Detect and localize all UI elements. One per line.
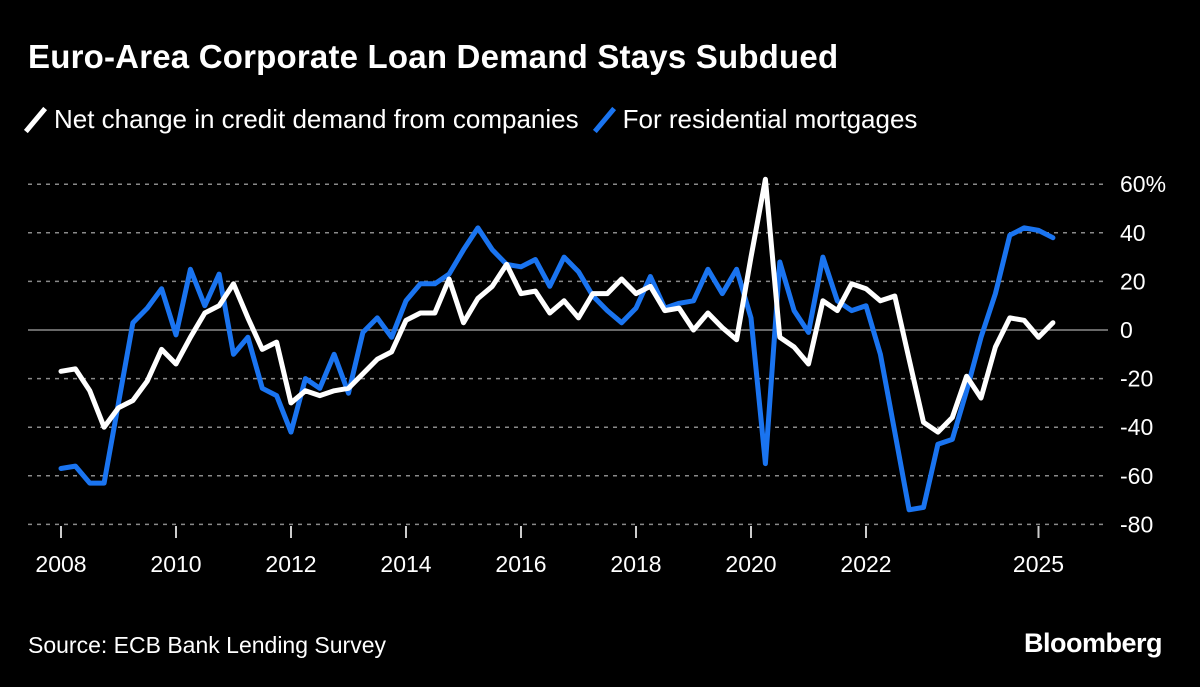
x-tick-label: 2022 — [840, 551, 891, 577]
x-tick-label: 2014 — [380, 551, 431, 577]
legend-item-companies: Net change in credit demand from compani… — [28, 104, 579, 135]
x-tick-label: 2010 — [150, 551, 201, 577]
legend-label-mortgages: For residential mortgages — [622, 104, 918, 134]
x-tick-label: 2008 — [35, 551, 86, 577]
source-note: Source: ECB Bank Lending Survey — [28, 632, 386, 658]
legend-item-mortgages: For residential mortgages — [597, 104, 918, 135]
series-line-companies — [58, 176, 1056, 435]
x-tick-label: 2025 — [1013, 551, 1064, 577]
x-tick-label: 2020 — [725, 551, 776, 577]
y-tick-label: -20 — [1120, 366, 1153, 392]
series-line-mortgages — [58, 225, 1056, 513]
chart-title: Euro-Area Corporate Loan Demand Stays Su… — [28, 38, 839, 75]
y-tick-label: 0 — [1120, 317, 1133, 343]
x-tick-label: 2016 — [495, 551, 546, 577]
y-tick-label: 40 — [1120, 220, 1146, 246]
legend-label-companies: Net change in credit demand from compani… — [54, 104, 579, 134]
y-tick-label: 60% — [1120, 171, 1166, 197]
y-tick-label: -60 — [1120, 463, 1153, 489]
y-tick-label: -40 — [1120, 414, 1153, 440]
bloomberg-logo: Bloomberg — [1023, 628, 1163, 658]
x-tick-label: 2012 — [265, 551, 316, 577]
x-tick-label: 2018 — [610, 551, 661, 577]
y-tick-label: 20 — [1120, 268, 1146, 294]
legend: Net change in credit demand from compani… — [28, 104, 935, 135]
y-tick-label: -80 — [1120, 511, 1153, 537]
